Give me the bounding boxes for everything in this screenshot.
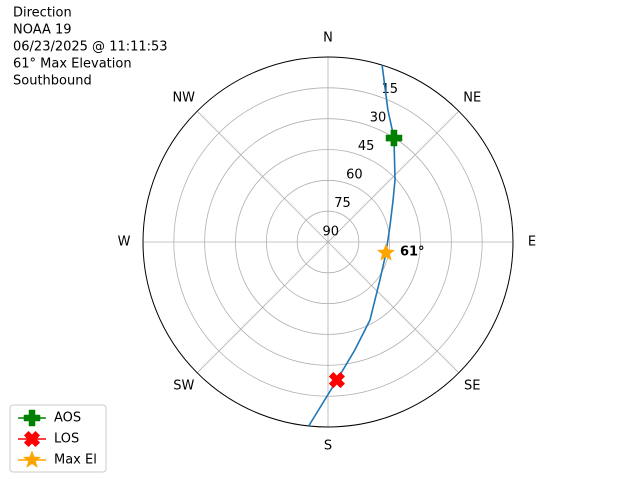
title-line: 06/23/2025 @ 11:11:53 xyxy=(13,40,168,55)
theta-tick-label: NE xyxy=(463,90,481,105)
theta-tick-label: N xyxy=(323,31,333,46)
marker xyxy=(328,371,346,389)
title-line: Direction xyxy=(13,6,72,21)
marker xyxy=(385,129,403,147)
theta-tick-label: NW xyxy=(172,90,195,105)
marker xyxy=(376,243,396,261)
theta-tick-label: W xyxy=(118,235,131,250)
title-line: Southbound xyxy=(13,74,92,89)
marker xyxy=(23,409,41,427)
annotation: 61° xyxy=(400,244,425,259)
r-tick-label: 90 xyxy=(322,225,339,240)
r-tick-label: 30 xyxy=(370,111,387,126)
marker xyxy=(23,430,41,448)
r-tick-label: 75 xyxy=(334,196,351,211)
grid-spoke xyxy=(196,241,329,374)
grid-spoke xyxy=(327,241,460,374)
r-tick-label: 45 xyxy=(358,139,375,154)
marker xyxy=(22,450,42,468)
theta-tick-label: E xyxy=(528,235,536,250)
title-line: 61° Max Elevation xyxy=(13,57,132,72)
title-line: NOAA 19 xyxy=(13,23,72,38)
theta-tick-label: SE xyxy=(464,379,480,394)
grid-spoke xyxy=(196,110,329,243)
legend-label: Max El xyxy=(54,453,97,468)
legend-label: AOS xyxy=(54,411,81,426)
polar-frame xyxy=(142,56,514,428)
legend-label: LOS xyxy=(54,432,79,447)
theta-tick-label: SW xyxy=(173,379,194,394)
grid-spoke xyxy=(327,110,460,243)
theta-tick-label: S xyxy=(324,439,332,454)
r-tick-label: 60 xyxy=(346,168,363,183)
